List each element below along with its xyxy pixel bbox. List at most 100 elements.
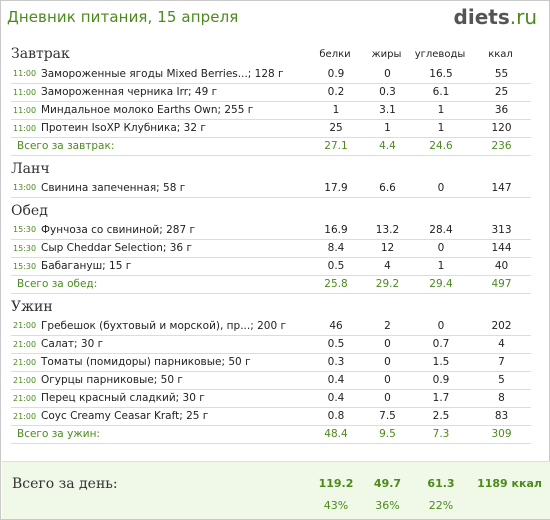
meal-table-breakfast: 11:00 Замороженные ягоды Mixed Berries..… [11,65,531,156]
table-row[interactable]: 21:00 Соус Creamy Ceasar Kraft; 25 г 0.8… [11,407,531,426]
entry-carbs: 1 [410,257,472,276]
table-row[interactable]: 11:00 Протеин IsoXP Клубника; 32 г 25 1 … [11,119,531,138]
entry-fat: 6.6 [365,179,410,198]
total-fat: 29.2 [365,275,410,294]
entry-name: Перец красный сладкий; 30 г [41,389,307,408]
entry-kcal: 4 [472,335,531,354]
entry-protein: 0.5 [307,257,365,276]
day-pct-fat: 36% [375,499,400,512]
entry-protein: 0.9 [307,65,365,84]
entry-protein: 0.5 [307,335,365,354]
entry-kcal: 55 [472,65,531,84]
day-total-band: Всего за день: 119.2 49.7 61.3 1189 ккал… [2,461,550,519]
entry-carbs: 0 [410,179,472,198]
entry-carbs: 1.7 [410,389,472,408]
table-row[interactable]: 11:00 Замороженные ягоды Mixed Berries..… [11,65,531,84]
table-row[interactable]: 11:00 Миндальное молоко Earths Own; 255 … [11,101,531,120]
entry-name: Фунчоза со свининой; 287 г [41,221,307,240]
day-pct-protein: 43% [323,499,349,512]
table-row[interactable]: 21:00 Салат; 30 г 0.5 0 0.7 4 [11,335,531,354]
day-total-label: Всего за день: [12,476,118,492]
table-row[interactable]: 21:00 Гребешок (бухтовый и морской), пр.… [11,317,531,336]
entry-kcal: 83 [472,407,531,426]
entry-protein: 0.3 [307,353,365,372]
entry-name: Гребешок (бухтовый и морской), пр...; 20… [41,317,307,336]
entry-time: 21:00 [11,371,41,390]
meal-total-label: Всего за обед: [11,275,307,294]
entry-carbs: 0.9 [410,371,472,390]
entry-protein: 17.9 [307,179,365,198]
entry-fat: 0 [365,371,410,390]
entry-name: Протеин IsoXP Клубника; 32 г [41,119,307,138]
entry-fat: 1 [365,119,410,138]
meal-table-supper: 21:00 Гребешок (бухтовый и морской), пр.… [11,317,531,444]
col-header-kcal: ккал [488,49,513,60]
site-logo[interactable]: diets.ru [454,5,537,29]
entry-fat: 4 [365,257,410,276]
entry-protein: 46 [307,317,365,336]
entry-protein: 0.2 [307,83,365,102]
entry-carbs: 6.1 [410,83,472,102]
entry-fat: 3.1 [365,101,410,120]
entry-time: 21:00 [11,353,41,372]
entry-fat: 7.5 [365,407,410,426]
total-protein: 27.1 [307,137,365,156]
day-total-protein: 119.2 [318,477,354,490]
total-carbs: 24.6 [410,137,472,156]
entry-protein: 0.4 [307,389,365,408]
entry-time: 21:00 [11,407,41,426]
table-row[interactable]: 13:00 Свинина запеченная; 58 г 17.9 6.6 … [11,179,531,198]
meal-title-breakfast: Завтрак [11,46,70,62]
table-row[interactable]: 21:00 Огурцы парниковые; 50 г 0.4 0 0.9 … [11,371,531,390]
entry-fat: 13.2 [365,221,410,240]
entry-kcal: 144 [472,239,531,258]
entry-carbs: 1 [410,101,472,120]
table-row[interactable]: 21:00 Перец красный сладкий; 30 г 0.4 0 … [11,389,531,408]
entry-fat: 2 [365,317,410,336]
meal-table-dinner: 15:30 Фунчоза со свининой; 287 г 16.9 13… [11,221,531,294]
meal-table-lunch: 13:00 Свинина запеченная; 58 г 17.9 6.6 … [11,179,531,198]
entry-carbs: 28.4 [410,221,472,240]
table-row[interactable]: 21:00 Томаты (помидоры) парниковые; 50 г… [11,353,531,372]
entry-fat: 0 [365,65,410,84]
entry-fat: 0.3 [365,83,410,102]
entry-name: Огурцы парниковые; 50 г [41,371,307,390]
table-row[interactable]: 15:30 Бабагануш; 15 г 0.5 4 1 40 [11,257,531,276]
total-kcal: 497 [472,275,531,294]
logo-tld: .ru [509,5,537,29]
entry-fat: 0 [365,353,410,372]
entry-time: 11:00 [11,83,41,102]
entry-kcal: 5 [472,371,531,390]
entry-name: Миндальное молоко Earths Own; 255 г [41,101,307,120]
entry-time: 15:30 [11,239,41,258]
page-title: Дневник питания, 15 апреля [7,8,239,26]
entry-protein: 16.9 [307,221,365,240]
meal-total-row: Всего за обед: 25.8 29.2 29.4 497 [11,275,531,294]
meal-total-label: Всего за завтрак: [11,137,307,156]
day-total-fat: 49.7 [373,477,402,490]
table-row[interactable]: 15:30 Фунчоза со свининой; 287 г 16.9 13… [11,221,531,240]
entry-carbs: 0 [410,317,472,336]
table-row[interactable]: 11:00 Замороженная черника Irr; 49 г 0.2… [11,83,531,102]
meal-total-label: Всего за ужин: [11,425,307,444]
total-protein: 48.4 [307,425,365,444]
table-row[interactable]: 15:30 Сыр Cheddar Selection; 36 г 8.4 12… [11,239,531,258]
entry-name: Замороженная черника Irr; 49 г [41,83,307,102]
entry-time: 15:30 [11,257,41,276]
entry-time: 21:00 [11,335,41,354]
entry-time: 21:00 [11,389,41,408]
entry-kcal: 313 [472,221,531,240]
entry-fat: 0 [365,335,410,354]
entry-carbs: 1 [410,119,472,138]
meal-total-row: Всего за завтрак: 27.1 4.4 24.6 236 [11,137,531,156]
total-carbs: 29.4 [410,275,472,294]
total-fat: 9.5 [365,425,410,444]
entry-name: Свинина запеченная; 58 г [41,179,307,198]
total-carbs: 7.3 [410,425,472,444]
entry-kcal: 36 [472,101,531,120]
logo-main: diets [453,5,510,29]
entry-kcal: 120 [472,119,531,138]
entry-carbs: 0 [410,239,472,258]
entry-protein: 25 [307,119,365,138]
